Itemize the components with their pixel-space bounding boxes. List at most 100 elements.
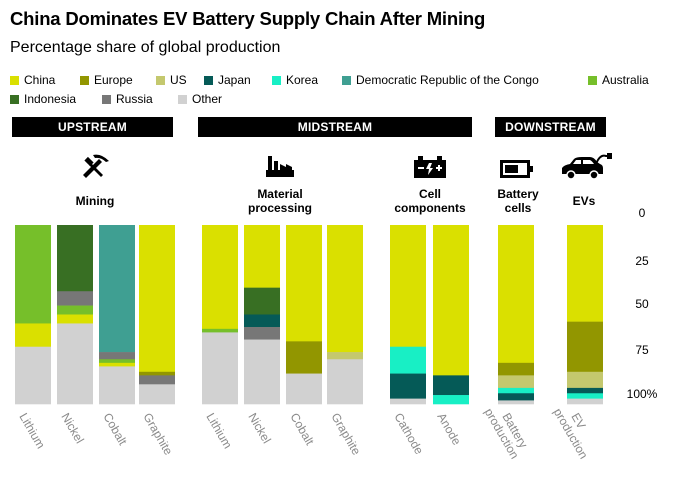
legend-label: Australia bbox=[602, 73, 649, 87]
bar-segment bbox=[15, 225, 51, 324]
legend-swatch bbox=[102, 94, 111, 104]
bar-segment bbox=[567, 393, 603, 399]
bar-segment bbox=[202, 332, 238, 405]
bar-segment bbox=[567, 398, 603, 405]
stacked-bar bbox=[202, 225, 238, 405]
legend-item: Russia bbox=[102, 92, 153, 106]
bar-segment bbox=[139, 384, 175, 405]
bar-segment bbox=[244, 314, 280, 328]
legend-swatch bbox=[204, 75, 213, 85]
bar-segment bbox=[327, 359, 363, 405]
process-label-cell-components: Cell components bbox=[394, 187, 466, 215]
band-upstream: UPSTREAM bbox=[12, 117, 173, 137]
chart-subtitle: Percentage share of global production bbox=[10, 39, 281, 56]
bar-segment bbox=[286, 341, 322, 374]
stacked-bar bbox=[99, 225, 135, 405]
electric-car-icon bbox=[562, 153, 612, 180]
bar-segment bbox=[286, 373, 322, 405]
mining-tools-icon bbox=[83, 154, 109, 178]
bar-segment bbox=[390, 398, 426, 405]
bar-segment bbox=[498, 387, 534, 394]
stacked-bar bbox=[286, 225, 322, 405]
bar-segment bbox=[244, 225, 280, 288]
legend-label: US bbox=[170, 73, 187, 87]
y-tick-label: 50 bbox=[635, 297, 649, 311]
x-tick-label: Cobalt bbox=[100, 411, 130, 449]
bar-segment bbox=[244, 287, 280, 315]
bar-segment bbox=[15, 323, 51, 348]
process-label-evs: EVs bbox=[572, 194, 596, 208]
bar-segment bbox=[390, 346, 426, 374]
bar-segment bbox=[99, 225, 135, 353]
legend-swatch bbox=[588, 75, 597, 85]
bar-segment bbox=[202, 225, 238, 330]
legend-label: Russia bbox=[116, 92, 153, 106]
bar-segment bbox=[498, 375, 534, 389]
legend-item: US bbox=[156, 73, 187, 87]
stacked-bar bbox=[15, 225, 51, 405]
legend-item: Europe bbox=[80, 73, 133, 87]
bar-segment bbox=[286, 225, 322, 342]
stacked-bar bbox=[57, 225, 93, 405]
stacked-bar bbox=[327, 225, 363, 405]
bar-segment bbox=[567, 321, 603, 373]
process-label-mining: Mining bbox=[75, 194, 115, 208]
bar-segment bbox=[498, 225, 534, 364]
x-tick-label: Nickel bbox=[245, 411, 273, 446]
legend-item: Australia bbox=[588, 73, 649, 87]
legend-item: Democratic Republic of the Congo bbox=[342, 73, 539, 87]
bar-segment bbox=[244, 327, 280, 340]
x-tick-label: Cobalt bbox=[287, 411, 317, 449]
legend-swatch bbox=[80, 75, 89, 85]
bar-segment bbox=[327, 225, 363, 353]
battery-components-icon bbox=[414, 156, 446, 178]
bar-segment bbox=[433, 395, 469, 405]
bar-segment bbox=[567, 225, 603, 322]
bar-segment bbox=[390, 373, 426, 399]
y-tick-label: 75 bbox=[635, 343, 649, 357]
process-label-material-processing: Material processing bbox=[247, 187, 313, 215]
legend-item: Korea bbox=[272, 73, 318, 87]
legend-label: China bbox=[24, 73, 56, 87]
y-tick-label: 0 bbox=[638, 206, 646, 220]
factory-icon bbox=[266, 156, 294, 177]
stacked-bar bbox=[567, 225, 603, 405]
x-tick-label: Graphite bbox=[140, 411, 175, 458]
bar-segment bbox=[244, 339, 280, 405]
legend-swatch bbox=[272, 75, 281, 85]
band-downstream: DOWNSTREAM bbox=[495, 117, 606, 137]
x-tick-label: Nickel bbox=[58, 411, 86, 446]
legend-swatch bbox=[342, 75, 351, 85]
legend-swatch bbox=[178, 94, 187, 104]
legend-swatch bbox=[10, 75, 19, 85]
x-tick-label: EVproduction bbox=[551, 399, 602, 461]
stacked-bar bbox=[390, 225, 426, 405]
y-tick-label: 100% bbox=[626, 387, 658, 401]
stacked-bar bbox=[244, 225, 280, 405]
bar-segment bbox=[99, 362, 135, 367]
bar-segment bbox=[390, 225, 426, 348]
bar-segment bbox=[99, 359, 135, 364]
bar-segment bbox=[57, 314, 93, 324]
bar-segment bbox=[567, 371, 603, 389]
x-tick-label: Anode bbox=[434, 411, 464, 448]
bar-segment bbox=[567, 387, 603, 394]
legend-item: Japan bbox=[204, 73, 251, 87]
y-tick-label: 25 bbox=[635, 254, 649, 268]
process-label-battery-cells: Battery cells bbox=[497, 187, 539, 215]
legend-item: China bbox=[10, 73, 55, 87]
bar-segment bbox=[57, 291, 93, 306]
legend-swatch bbox=[156, 75, 165, 85]
bar-segment bbox=[498, 393, 534, 401]
x-tick-label: Graphite bbox=[328, 411, 363, 458]
bar-segment bbox=[57, 225, 93, 292]
bar-segment bbox=[498, 400, 534, 405]
legend-label: Europe bbox=[94, 73, 133, 87]
bar-segment bbox=[139, 375, 175, 385]
bar-segment bbox=[139, 225, 175, 373]
bar-segment bbox=[15, 346, 51, 405]
chart-title: China Dominates EV Battery Supply Chain … bbox=[10, 8, 486, 29]
bar-segment bbox=[202, 328, 238, 333]
bar-segment bbox=[99, 352, 135, 360]
